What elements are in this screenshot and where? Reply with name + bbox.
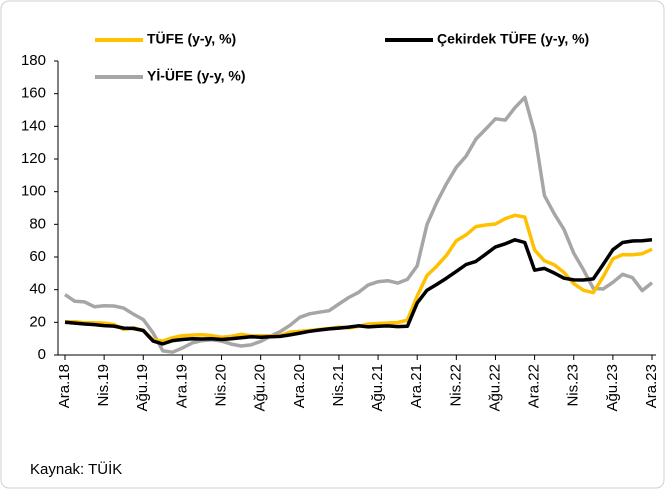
y-tick-label: 60 xyxy=(29,248,46,265)
legend-label: TÜFE (y-y, %) xyxy=(147,31,236,47)
x-tick-label: Ağu.23 xyxy=(604,364,621,412)
y-tick-label: 140 xyxy=(21,117,46,134)
x-tick-label: Ara.21 xyxy=(408,364,425,408)
x-tick-label: Ara.18 xyxy=(56,364,73,408)
x-tick-label: Nis.21 xyxy=(330,364,347,407)
line-series xyxy=(64,238,653,346)
source-note: Kaynak: TÜİK xyxy=(30,460,122,478)
x-tick-label: Ara.22 xyxy=(526,364,543,408)
x-tick-label: Nis.20 xyxy=(213,364,230,407)
y-tick-label: 160 xyxy=(21,85,46,102)
y-tick-label: 0 xyxy=(38,346,46,363)
x-tick-label: Ağu.20 xyxy=(252,364,269,412)
y-tick-label: 20 xyxy=(29,313,46,330)
x-tick-label: Ağu.21 xyxy=(369,364,386,412)
y-tick-label: 80 xyxy=(29,215,46,232)
x-tick-label: Ağu.19 xyxy=(134,364,151,412)
x-tick-label: Ara.23 xyxy=(643,364,660,408)
x-tick-label: Nis.19 xyxy=(95,364,112,407)
x-tick-label: Nis.22 xyxy=(447,364,464,407)
y-tick-label: 180 xyxy=(21,52,46,69)
legend-label: Yİ-ÜFE (y-y, %) xyxy=(147,68,246,84)
legend-label: Çekirdek TÜFE (y-y, %) xyxy=(437,31,589,47)
y-tick-label: 120 xyxy=(21,150,46,167)
line-series xyxy=(64,95,654,354)
y-tick-label: 100 xyxy=(21,183,46,200)
x-tick-label: Ara.20 xyxy=(291,364,308,408)
x-tick-label: Ağu.22 xyxy=(486,364,503,412)
x-tick-label: Nis.23 xyxy=(565,364,582,407)
x-tick-label: Ara.19 xyxy=(173,364,190,408)
y-tick-label: 40 xyxy=(29,281,46,298)
